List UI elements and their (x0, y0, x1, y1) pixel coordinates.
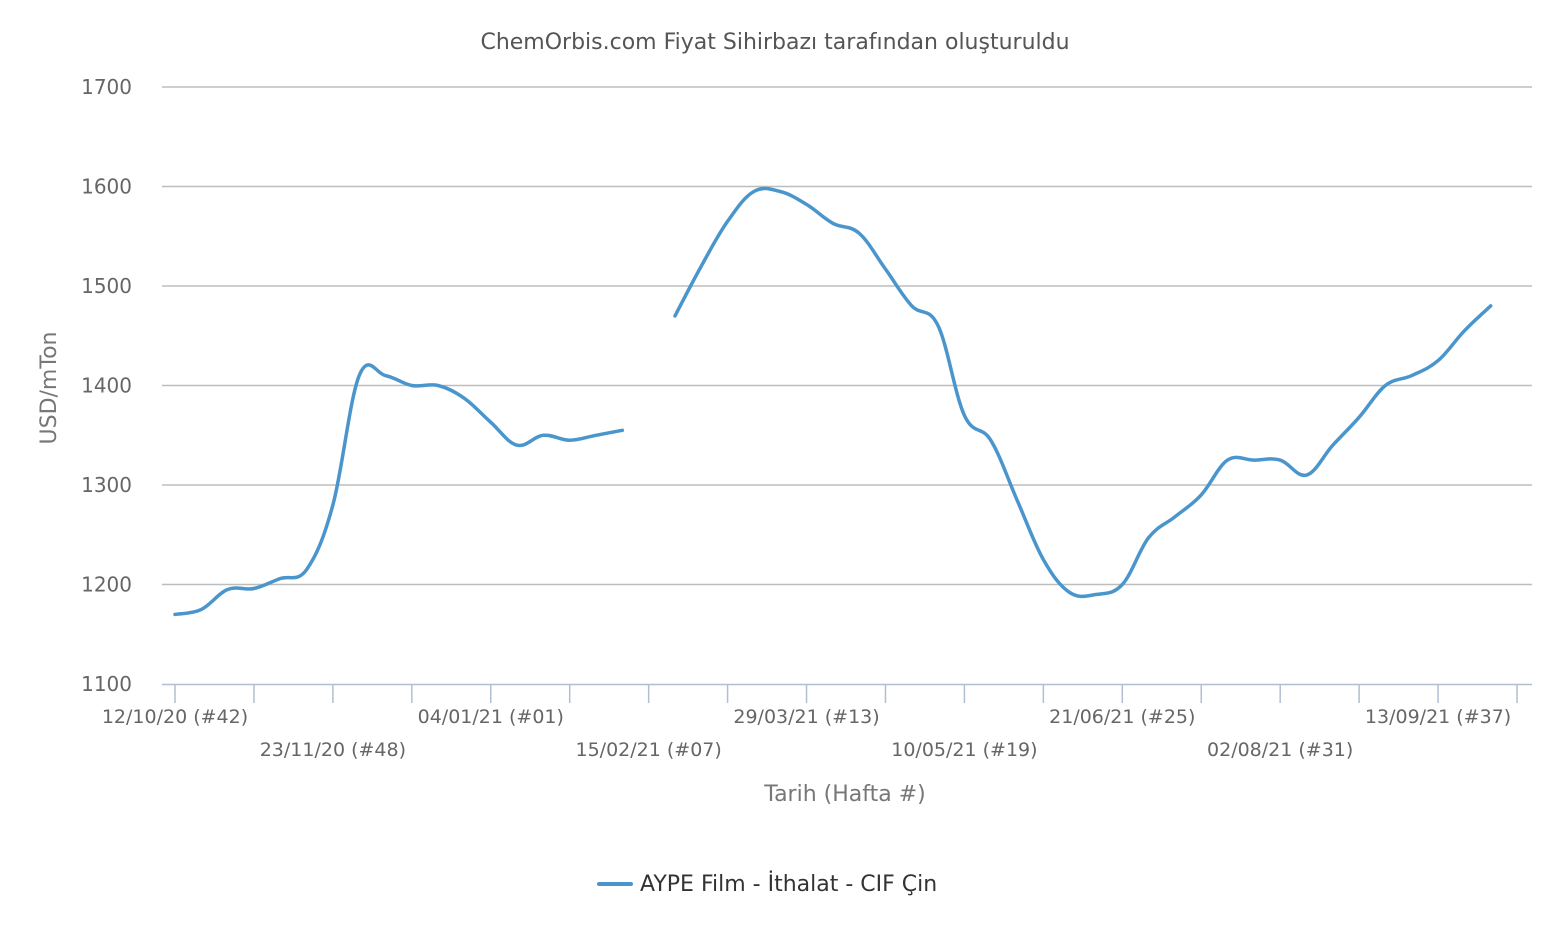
x-tick-label: 04/01/21 (#01) (418, 706, 564, 728)
x-axis-title: Tarih (Hafta #) (763, 782, 925, 807)
y-tick-label: 1300 (81, 473, 132, 497)
x-tick-label: 21/06/21 (#25) (1049, 706, 1195, 728)
y-tick-label: 1500 (81, 274, 132, 298)
x-axis-ticks: 12/10/20 (#42) 23/11/20 (#48) 04/01/21 (#0… (102, 684, 1518, 761)
y-axis-title: USD/mTon (37, 332, 62, 445)
series-line-segment (673, 186, 1493, 599)
grid-lines (162, 86, 1532, 586)
y-tick-label: 1400 (81, 374, 132, 398)
series-lines (173, 186, 1493, 617)
x-tick-label: 10/05/21 (#19) (891, 739, 1037, 761)
x-tick-label: 15/02/21 (#07) (575, 739, 721, 761)
series-line-segment (173, 363, 625, 617)
y-tick-label: 1600 (81, 175, 132, 199)
y-tick-label: 1700 (81, 75, 132, 99)
y-tick-label: 1200 (81, 573, 132, 597)
x-tick-label: 23/11/20 (#48) (260, 739, 406, 761)
legend[interactable]: AYPE Film - İthalat - CIF Çin (597, 871, 937, 897)
chart-title: ChemOrbis.com Fiyat Sihirbazı tarafından… (480, 30, 1069, 55)
x-tick-label: 29/03/21 (#13) (733, 706, 879, 728)
y-tick-label: 1100 (81, 672, 132, 696)
x-tick-label: 02/08/21 (#31) (1207, 739, 1353, 761)
x-tick-label: 12/10/20 (#42) (102, 706, 248, 728)
y-axis-ticks: 1100 1200 1300 1400 1500 1600 1700 (81, 75, 132, 696)
legend-label: AYPE Film - İthalat - CIF Çin (640, 871, 937, 897)
x-tick-label: 13/09/21 (#37) (1365, 706, 1511, 728)
